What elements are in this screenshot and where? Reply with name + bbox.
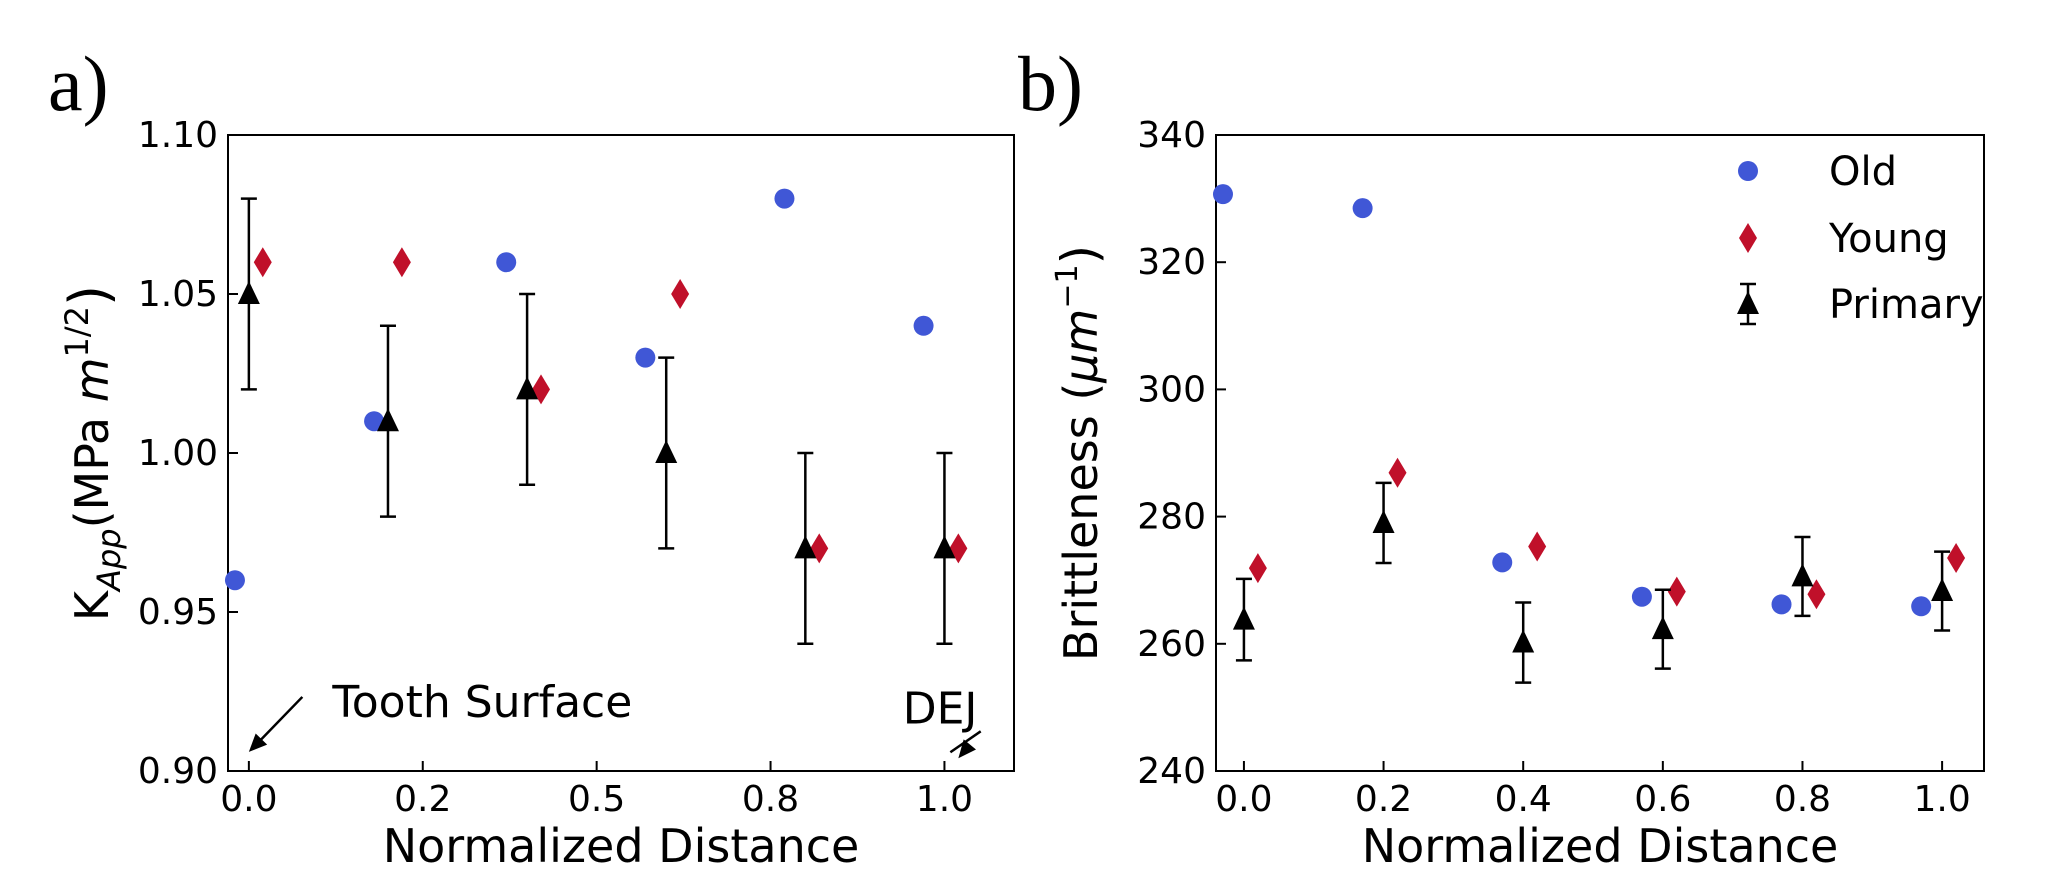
data-point bbox=[237, 281, 260, 304]
data-point bbox=[913, 315, 934, 336]
data-point bbox=[392, 247, 411, 278]
data-point bbox=[1931, 578, 1954, 602]
x-tick-label: 0.8 bbox=[742, 779, 799, 820]
x-axis-label: Normalized Distance bbox=[1362, 819, 1839, 873]
y-label-units: (MPa bbox=[65, 402, 119, 528]
panel-b: b) 240 260 280 300 320 340 0.0 0.2 0.4 0.6 0.8 1.0 No… bbox=[1018, 40, 1985, 873]
data-point bbox=[1212, 184, 1233, 205]
y-tick-label: 0.95 bbox=[138, 592, 218, 633]
y-tick-label: 280 bbox=[1137, 497, 1206, 538]
legend-label-primary: Primary bbox=[1829, 282, 1984, 328]
series-young bbox=[1248, 457, 1966, 610]
data-point bbox=[1352, 198, 1373, 219]
y-tick-label: 260 bbox=[1137, 624, 1206, 665]
data-point bbox=[1807, 579, 1826, 610]
legend-marker-young bbox=[1739, 223, 1757, 253]
x-tick-label: 0.0 bbox=[220, 779, 277, 820]
data-point bbox=[655, 440, 678, 463]
data-point bbox=[532, 374, 551, 405]
x-tick-label: 0.8 bbox=[1774, 779, 1831, 820]
data-point bbox=[1651, 616, 1674, 640]
y-tick-label: 0.90 bbox=[138, 751, 218, 792]
data-point bbox=[949, 533, 968, 564]
data-point bbox=[253, 247, 272, 278]
x-tick-label: 0.6 bbox=[1634, 779, 1691, 820]
series-old bbox=[1212, 184, 1932, 617]
data-point bbox=[1911, 596, 1932, 617]
annotation-arrowhead bbox=[958, 739, 976, 759]
y-label-unit-m: m bbox=[65, 357, 119, 402]
data-point bbox=[1512, 629, 1535, 653]
annotation-arrowhead bbox=[248, 733, 268, 752]
y-label-close: ) bbox=[1051, 245, 1109, 265]
data-point bbox=[1248, 553, 1267, 584]
y-axis-label: Brittleness (μm−1) bbox=[1050, 245, 1109, 661]
plot-frame bbox=[227, 134, 1015, 772]
legend-marker-old bbox=[1738, 161, 1758, 181]
panel-label: b) bbox=[1018, 40, 1083, 127]
plot-frame bbox=[1215, 134, 1985, 772]
series-primary bbox=[1232, 481, 1954, 684]
y-label-main: Brittleness ( bbox=[1054, 383, 1108, 661]
y-tick-label: 340 bbox=[1137, 115, 1206, 156]
data-point bbox=[671, 279, 690, 309]
data-point bbox=[1528, 531, 1547, 562]
x-tick-label: 0.2 bbox=[1355, 779, 1412, 820]
series-primary bbox=[237, 197, 956, 646]
y-label-unit-m: μm bbox=[1054, 309, 1108, 384]
data-point bbox=[1232, 606, 1255, 630]
y-label-close: ) bbox=[58, 285, 121, 306]
legend: Old Young Primary bbox=[1737, 149, 1984, 328]
x-tick-label: 1.0 bbox=[1913, 779, 1970, 820]
y-label-main: K bbox=[65, 589, 119, 621]
y-label-subscript: App bbox=[90, 528, 128, 593]
data-point bbox=[364, 411, 385, 432]
data-point bbox=[810, 533, 829, 564]
data-point bbox=[516, 376, 539, 400]
y-tick-label: 240 bbox=[1137, 751, 1206, 792]
x-axis-label: Normalized Distance bbox=[383, 819, 860, 873]
data-point bbox=[1372, 509, 1395, 533]
x-tick-label: 0.0 bbox=[1215, 779, 1272, 820]
y-tick-label: 320 bbox=[1137, 242, 1206, 283]
annotation-arrow-line bbox=[255, 696, 304, 745]
y-label-superscript: 1/2 bbox=[58, 306, 96, 358]
data-point bbox=[635, 347, 656, 368]
data-point bbox=[496, 252, 517, 273]
data-point bbox=[933, 535, 956, 559]
series-old bbox=[224, 188, 934, 591]
data-point bbox=[794, 535, 817, 559]
data-point bbox=[224, 570, 245, 591]
series-young bbox=[253, 247, 968, 564]
legend-label-old: Old bbox=[1829, 149, 1897, 195]
data-point bbox=[1791, 563, 1814, 587]
panel-label: a) bbox=[48, 40, 109, 127]
y-tick-label: 1.00 bbox=[138, 433, 218, 474]
x-tick-label: 0.2 bbox=[394, 779, 451, 820]
x-tick-label: 1.0 bbox=[916, 779, 973, 820]
data-point bbox=[1388, 457, 1407, 488]
data-point bbox=[1492, 552, 1513, 573]
data-point bbox=[1667, 576, 1686, 607]
y-label-superscript: −1 bbox=[1050, 264, 1085, 308]
data-point bbox=[1771, 594, 1792, 615]
legend-label-young: Young bbox=[1828, 216, 1949, 262]
y-tick-label: 300 bbox=[1137, 369, 1206, 410]
x-tick-label: 0.5 bbox=[568, 779, 625, 820]
panel-a: a) 0.90 0.95 1.00 1.05 1.10 0.0 0.2 0.5 0.8 1.0 Nor… bbox=[48, 40, 1015, 873]
data-point bbox=[376, 408, 399, 432]
annotation-text: Tooth Surface bbox=[331, 677, 632, 728]
y-axis-label: KApp(MPa m1/2) bbox=[58, 285, 128, 621]
legend-marker-primary bbox=[1737, 291, 1759, 314]
data-point bbox=[1947, 542, 1966, 573]
data-point bbox=[1631, 586, 1652, 607]
x-tick-label: 0.4 bbox=[1495, 779, 1552, 820]
annotation-text: DEJ bbox=[903, 683, 978, 734]
y-tick-label: 1.05 bbox=[138, 274, 218, 315]
data-point bbox=[774, 188, 795, 209]
y-tick-label: 1.10 bbox=[138, 115, 218, 156]
